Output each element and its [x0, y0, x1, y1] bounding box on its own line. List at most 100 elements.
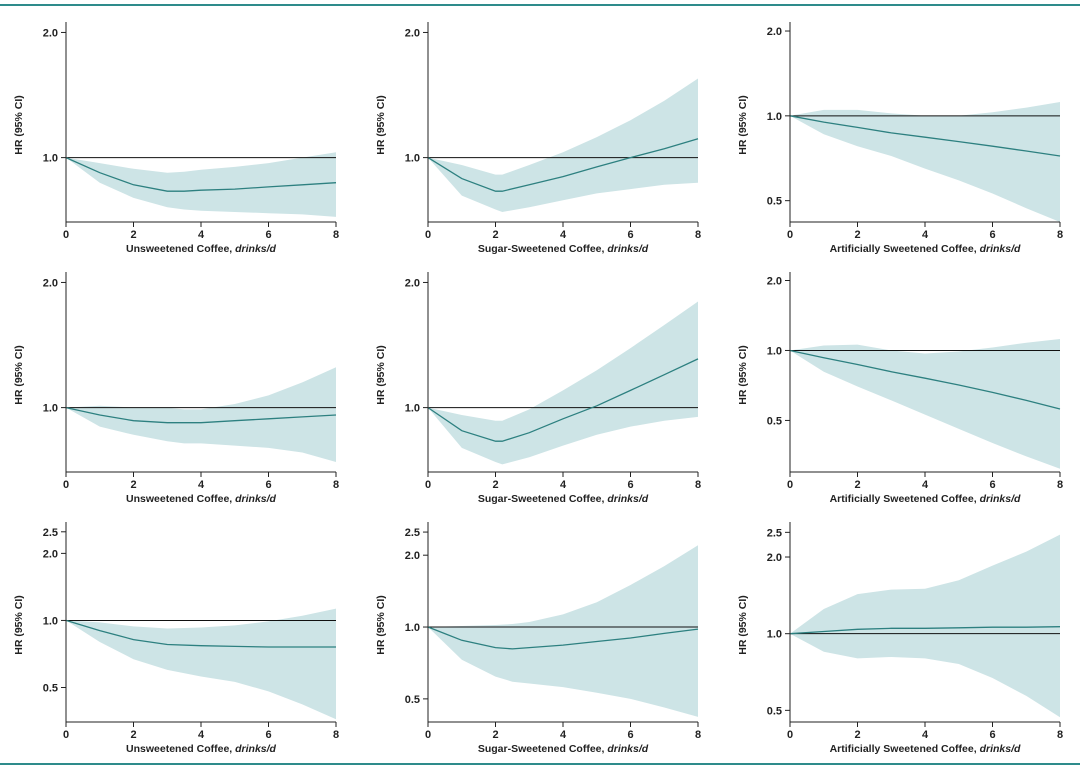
- x-tick-label: 2: [492, 729, 498, 741]
- y-tick-label: 1.0: [767, 111, 782, 123]
- x-tick-label: 6: [627, 479, 633, 491]
- y-tick-label: 1.0: [43, 153, 58, 165]
- chart-svg: 0 2 4 6 8 2.5 2.0 1.0 0.5 Unsweetened Coffee, dri…: [13, 522, 339, 755]
- y-axis-title: HR (95% CI): [375, 95, 387, 155]
- y-axis-title: HR (95% CI): [737, 345, 749, 405]
- top-rule: [0, 4, 1080, 6]
- x-tick-label: 0: [787, 479, 793, 491]
- x-axis-title: Sugar-Sweetened Coffee, drinks/d: [478, 243, 649, 255]
- x-tick-label: 2: [854, 229, 860, 241]
- x-tick-label: 8: [333, 729, 339, 741]
- x-tick-label: 2: [130, 229, 136, 241]
- x-tick-label: 2: [130, 729, 136, 741]
- x-tick-label: 8: [695, 479, 701, 491]
- x-axis-title: Unsweetened Coffee, drinks/d: [126, 243, 277, 255]
- x-tick-label: 4: [560, 729, 567, 741]
- x-axis-title: Sugar-Sweetened Coffee, drinks/d: [478, 493, 649, 505]
- y-tick-label: 2.0: [405, 277, 420, 289]
- y-axis-title: HR (95% CI): [737, 595, 749, 655]
- x-tick-label: 6: [265, 229, 271, 241]
- y-axis-title: HR (95% CI): [13, 595, 25, 655]
- chart-svg: 0 2 4 6 8 2.0 1.0 Unsweetened Coffee, drinks/d H…: [13, 22, 339, 255]
- x-tick-label: 4: [922, 729, 929, 741]
- y-tick-label: 0.5: [767, 415, 782, 427]
- x-tick-label: 6: [989, 479, 995, 491]
- x-tick-label: 0: [63, 729, 69, 741]
- x-tick-label: 2: [492, 479, 498, 491]
- hr-curve: [427, 358, 699, 442]
- x-tick-label: 8: [1057, 229, 1063, 241]
- x-tick-label: 8: [695, 729, 701, 741]
- x-tick-label: 4: [922, 229, 929, 241]
- hr-curve: [65, 157, 337, 192]
- y-tick-label: 0.5: [405, 694, 420, 706]
- y-tick-label: 1.0: [767, 629, 782, 641]
- hr-curve: [427, 626, 699, 650]
- chart-svg: 0 2 4 6 8 2.0 1.0 Sugar-Sweetened Coffee, drink…: [375, 272, 701, 505]
- y-tick-label: 1.0: [405, 403, 420, 415]
- x-tick-label: 2: [492, 229, 498, 241]
- y-tick-label: 2.0: [43, 277, 58, 289]
- chart-svg: 0 2 4 6 8 2.0 1.0 Unsweetened Coffee, drinks/d H…: [13, 272, 339, 505]
- x-tick-label: 6: [627, 729, 633, 741]
- hr-curve: [789, 115, 1061, 157]
- y-axis-title: HR (95% CI): [375, 595, 387, 655]
- y-tick-label: 0.5: [767, 705, 782, 717]
- y-axis-title: HR (95% CI): [737, 95, 749, 155]
- x-tick-label: 2: [854, 479, 860, 491]
- y-tick-label: 2.0: [43, 548, 58, 560]
- ci-band: [66, 152, 336, 217]
- y-tick-label: 2.0: [767, 275, 782, 287]
- y-tick-label: 2.5: [767, 527, 782, 539]
- ci-band: [790, 534, 1060, 718]
- ci-band: [428, 301, 698, 465]
- x-tick-label: 0: [425, 729, 431, 741]
- x-axis-title: Artificially Sweetened Coffee, drinks/d: [830, 743, 1021, 755]
- chart-svg: 0 2 4 6 8 2.0 1.0 0.5 Artificially Sweetened Cof…: [737, 272, 1063, 505]
- y-tick-label: 1.0: [767, 345, 782, 357]
- y-tick-label: 1.0: [43, 403, 58, 415]
- panel-artificially-sweetened-row3: 0 2 4 6 8 2.5 2.0 1.0 0.5 Artificially Sweetened …: [724, 514, 1080, 764]
- ci-band: [790, 339, 1060, 469]
- x-tick-label: 6: [627, 229, 633, 241]
- chart-svg: 0 2 4 6 8 2.5 2.0 1.0 0.5 Sugar-Sweetened Coffee,…: [375, 522, 701, 755]
- x-axis-title: Artificially Sweetened Coffee, drinks/d: [830, 493, 1021, 505]
- x-tick-label: 4: [922, 479, 929, 491]
- y-axis-title: HR (95% CI): [13, 95, 25, 155]
- panel-artificially-sweetened-row2: 0 2 4 6 8 2.0 1.0 0.5 Artificially Sweetened Cof…: [724, 264, 1080, 514]
- x-tick-label: 4: [560, 479, 567, 491]
- x-axis-title: Unsweetened Coffee, drinks/d: [126, 743, 277, 755]
- x-tick-label: 0: [787, 729, 793, 741]
- x-tick-label: 0: [63, 479, 69, 491]
- y-tick-label: 1.0: [405, 153, 420, 165]
- x-tick-label: 4: [198, 229, 205, 241]
- panel-sugar-sweetened-row1: 0 2 4 6 8 2.0 1.0 Sugar-Sweetened Coffee, drink…: [362, 14, 722, 264]
- bottom-rule: [0, 763, 1080, 765]
- x-tick-label: 6: [265, 479, 271, 491]
- hr-curve: [789, 626, 1061, 635]
- x-tick-label: 8: [695, 229, 701, 241]
- y-tick-label: 2.0: [43, 27, 58, 39]
- ci-band: [66, 367, 336, 462]
- ci-band: [428, 78, 698, 212]
- panel-sugar-sweetened-row2: 0 2 4 6 8 2.0 1.0 Sugar-Sweetened Coffee, drink…: [362, 264, 722, 514]
- x-tick-label: 8: [1057, 479, 1063, 491]
- y-tick-label: 2.0: [767, 552, 782, 564]
- chart-svg: 0 2 4 6 8 2.0 1.0 0.5 Artificially Sweetened Cof…: [737, 22, 1063, 255]
- y-tick-label: 2.0: [767, 26, 782, 38]
- panel-artificially-sweetened-row1: 0 2 4 6 8 2.0 1.0 0.5 Artificially Sweetened Cof…: [724, 14, 1080, 264]
- y-tick-label: 1.0: [405, 622, 420, 634]
- ci-band: [428, 545, 698, 717]
- panel-unsweetened-row2: 0 2 4 6 8 2.0 1.0 Unsweetened Coffee, drinks/d H…: [0, 264, 360, 514]
- ci-band: [66, 608, 336, 720]
- x-tick-label: 0: [425, 479, 431, 491]
- y-tick-label: 2.0: [405, 550, 420, 562]
- y-tick-label: 2.5: [405, 527, 420, 539]
- panel-unsweetened-row1: 0 2 4 6 8 2.0 1.0 Unsweetened Coffee, drinks/d H…: [0, 14, 360, 264]
- x-tick-label: 4: [560, 229, 567, 241]
- x-tick-label: 0: [425, 229, 431, 241]
- hr-curve: [65, 619, 336, 648]
- x-tick-label: 6: [989, 229, 995, 241]
- x-axis-title: Unsweetened Coffee, drinks/d: [126, 493, 277, 505]
